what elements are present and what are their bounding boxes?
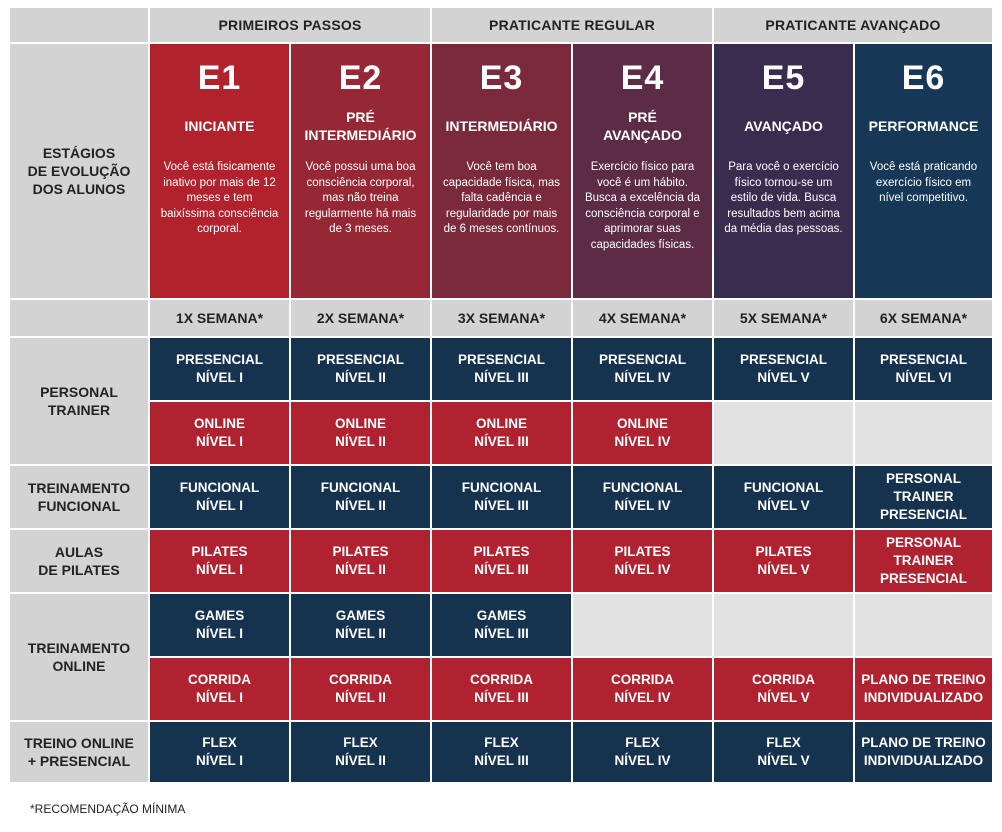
stage-title: INTERMEDIÁRIO [445, 118, 558, 134]
group-header-praticante-regular: PRATICANTE REGULAR [432, 8, 712, 42]
empty-cell [855, 594, 992, 656]
plan-cell-flex: PLANO DE TREINO INDIVIDUALIZADO [855, 722, 992, 782]
plan-cell-online: ONLINE NÍVEL IV [573, 402, 712, 464]
stage-description: Exercício físico para você é um hábito. … [584, 161, 701, 251]
plan-cell-funcional: FUNCIONAL NÍVEL II [291, 466, 430, 528]
frequency-row-label [10, 300, 148, 336]
plan-cell-corrida: CORRIDA NÍVEL IV [573, 658, 712, 720]
plan-cell-online: ONLINE NÍVEL I [150, 402, 289, 464]
stage-card-e5: E5 AVANÇADO Para você o exercício físico… [714, 44, 853, 298]
plan-cell-presencial: PRESENCIAL NÍVEL I [150, 338, 289, 400]
plan-cell-flex: FLEX NÍVEL III [432, 722, 571, 782]
frequency-cell: 2X SEMANA* [291, 300, 430, 336]
row-label-treino-online-presencial: TREINO ONLINE + PRESENCIAL [10, 722, 148, 782]
plan-cell-flex: FLEX NÍVEL II [291, 722, 430, 782]
plan-cell-funcional: PERSONAL TRAINER PRESENCIAL [855, 466, 992, 528]
stage-title: PRÉ AVANÇADO [603, 109, 682, 143]
plan-cell-pilates: PILATES NÍVEL III [432, 530, 571, 592]
plan-cell-corrida: CORRIDA NÍVEL I [150, 658, 289, 720]
frequency-cell: 3X SEMANA* [432, 300, 571, 336]
stage-card-e3: E3 INTERMEDIÁRIO Você tem boa capacidade… [432, 44, 571, 298]
corner-cell [10, 8, 148, 42]
row-label-treinamento-funcional: TREINAMENTO FUNCIONAL [10, 466, 148, 528]
stage-code: E5 [761, 59, 806, 97]
plan-cell-presencial: PRESENCIAL NÍVEL VI [855, 338, 992, 400]
plan-cell-funcional: FUNCIONAL NÍVEL IV [573, 466, 712, 528]
stage-code: E6 [901, 59, 946, 97]
plan-cell-games: GAMES NÍVEL III [432, 594, 571, 656]
stage-title: PERFORMANCE [868, 118, 979, 134]
frequency-cell: 4X SEMANA* [573, 300, 712, 336]
stages-row-label: ESTÁGIOS DE EVOLUÇÃO DOS ALUNOS [10, 44, 148, 298]
stage-description: Você possui uma boa consciência corporal… [304, 161, 417, 235]
plan-cell-funcional: FUNCIONAL NÍVEL I [150, 466, 289, 528]
plan-cell-corrida: CORRIDA NÍVEL II [291, 658, 430, 720]
plan-cell-funcional: FUNCIONAL NÍVEL V [714, 466, 853, 528]
frequency-cell: 6X SEMANA* [855, 300, 992, 336]
row-label-treinamento-online: TREINAMENTO ONLINE [10, 594, 148, 720]
plan-cell-pilates: PILATES NÍVEL IV [573, 530, 712, 592]
stage-code: E2 [338, 59, 383, 97]
stage-title: AVANÇADO [744, 118, 823, 134]
frequency-cell: 5X SEMANA* [714, 300, 853, 336]
stage-code: E4 [620, 59, 665, 97]
plan-cell-flex: FLEX NÍVEL V [714, 722, 853, 782]
plan-cell-corrida: CORRIDA NÍVEL V [714, 658, 853, 720]
plan-cell-games: GAMES NÍVEL I [150, 594, 289, 656]
stage-description: Para você o exercício físico tornou-se u… [724, 161, 843, 235]
plan-cell-flex: FLEX NÍVEL I [150, 722, 289, 782]
stage-title: PRÉ INTERMEDIÁRIO [304, 109, 417, 143]
plan-cell-presencial: PRESENCIAL NÍVEL IV [573, 338, 712, 400]
plan-cell-presencial: PRESENCIAL NÍVEL III [432, 338, 571, 400]
plan-cell-pilates: PERSONAL TRAINER PRESENCIAL [855, 530, 992, 592]
stage-code: E3 [479, 59, 524, 97]
empty-cell [714, 402, 853, 464]
plan-cell-funcional: FUNCIONAL NÍVEL III [432, 466, 571, 528]
stage-card-e2: E2 PRÉ INTERMEDIÁRIO Você possui uma boa… [291, 44, 430, 298]
stage-description: Você tem boa capacidade física, mas falt… [443, 161, 560, 235]
plan-cell-online: ONLINE NÍVEL III [432, 402, 571, 464]
plan-cell-corrida: CORRIDA NÍVEL III [432, 658, 571, 720]
empty-cell [855, 402, 992, 464]
plan-cell-pilates: PILATES NÍVEL V [714, 530, 853, 592]
plan-cell-online: ONLINE NÍVEL II [291, 402, 430, 464]
plan-cell-flex: FLEX NÍVEL IV [573, 722, 712, 782]
group-header-primeiros-passos: PRIMEIROS PASSOS [150, 8, 430, 42]
plan-cell-corrida: PLANO DE TREINO INDIVIDUALIZADO [855, 658, 992, 720]
group-header-praticante-avancado: PRATICANTE AVANÇADO [714, 8, 992, 42]
plan-cell-presencial: PRESENCIAL NÍVEL V [714, 338, 853, 400]
footnote: *RECOMENDAÇÃO MÍNIMA [30, 802, 186, 816]
empty-cell [714, 594, 853, 656]
row-label-aulas-de-pilates: AULAS DE PILATES [10, 530, 148, 592]
plan-cell-presencial: PRESENCIAL NÍVEL II [291, 338, 430, 400]
stage-code: E1 [197, 59, 242, 97]
stage-description: Você está fisicamente inativo por mais d… [160, 161, 279, 235]
plan-cell-pilates: PILATES NÍVEL II [291, 530, 430, 592]
plan-cell-games: GAMES NÍVEL II [291, 594, 430, 656]
stage-card-e4: E4 PRÉ AVANÇADO Exercício físico para vo… [573, 44, 712, 298]
frequency-cell: 1X SEMANA* [150, 300, 289, 336]
plan-cell-pilates: PILATES NÍVEL I [150, 530, 289, 592]
stage-card-e1: E1 INICIANTE Você está fisicamente inati… [150, 44, 289, 298]
stage-title: INICIANTE [184, 118, 255, 134]
stage-card-e6: E6 PERFORMANCE Você está praticando exer… [855, 44, 992, 298]
stage-description: Você está praticando exercício físico em… [869, 161, 978, 204]
empty-cell [573, 594, 712, 656]
row-label-personal-trainer: PERSONAL TRAINER [10, 338, 148, 464]
